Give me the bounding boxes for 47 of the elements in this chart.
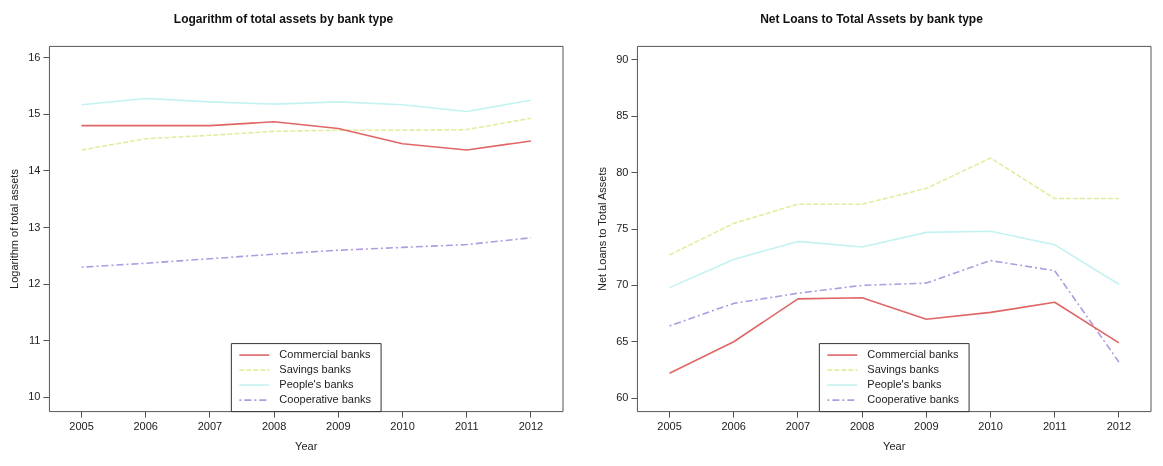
x-tick-label: 2006 xyxy=(721,420,746,433)
y-tick-label: 65 xyxy=(616,334,629,347)
x-tick-label: 2010 xyxy=(390,420,415,433)
y-axis-title: Net Loans to Total Assets xyxy=(595,166,608,291)
x-tick-label: 2008 xyxy=(261,420,287,433)
legend-label: Savings banks xyxy=(867,363,940,376)
y-tick-label: 90 xyxy=(616,52,629,65)
x-tick-label: 2012 xyxy=(1106,420,1132,433)
x-tick-label: 2012 xyxy=(518,420,544,433)
legend-label: Commercial banks xyxy=(867,348,959,361)
x-tick-label: 2009 xyxy=(914,420,939,433)
y-tick-label: 10 xyxy=(28,390,41,403)
x-tick-label: 2007 xyxy=(785,420,811,433)
y-tick-label: 75 xyxy=(616,222,629,235)
y-tick-label: 80 xyxy=(616,165,629,178)
legend-label: People's banks xyxy=(867,378,943,391)
y-tick-label: 15 xyxy=(28,107,41,120)
x-tick-label: 2008 xyxy=(849,420,875,433)
y-tick-label: 16 xyxy=(28,50,41,63)
x-tick-label: 2011 xyxy=(1042,420,1067,433)
x-tick-label: 2010 xyxy=(978,420,1003,433)
x-tick-label: 2007 xyxy=(197,420,223,433)
chart-title: Net Loans to Total Assets by bank type xyxy=(760,11,984,26)
line-series xyxy=(80,236,532,269)
legend-label: People's banks xyxy=(279,378,355,391)
x-axis-title: Year xyxy=(883,440,906,453)
y-tick-label: 13 xyxy=(28,220,41,233)
line-series xyxy=(668,259,1120,363)
legend-label: Savings banks xyxy=(279,363,352,376)
legend-label: Cooperative banks xyxy=(279,393,372,406)
x-tick-label: 2011 xyxy=(454,420,479,433)
x-tick-label: 2005 xyxy=(657,420,682,433)
chart-title: Logarithm of total assets by bank type xyxy=(173,11,394,26)
y-tick-label: 60 xyxy=(616,391,629,404)
x-tick-label: 2009 xyxy=(326,420,351,433)
y-axis-title: Logarithm of total assets xyxy=(7,168,20,289)
legend-label: Cooperative banks xyxy=(867,393,960,406)
x-tick-label: 2006 xyxy=(133,420,158,433)
legend-label: Commercial banks xyxy=(279,348,371,361)
line-series xyxy=(668,157,1120,256)
y-tick-label: 14 xyxy=(28,164,41,176)
y-tick-label: 11 xyxy=(29,333,41,346)
x-tick-label: 2005 xyxy=(69,420,94,433)
y-tick-label: 12 xyxy=(28,277,41,290)
x-axis-title: Year xyxy=(295,440,318,453)
y-tick-label: 85 xyxy=(616,109,629,122)
y-tick-label: 70 xyxy=(616,278,629,291)
